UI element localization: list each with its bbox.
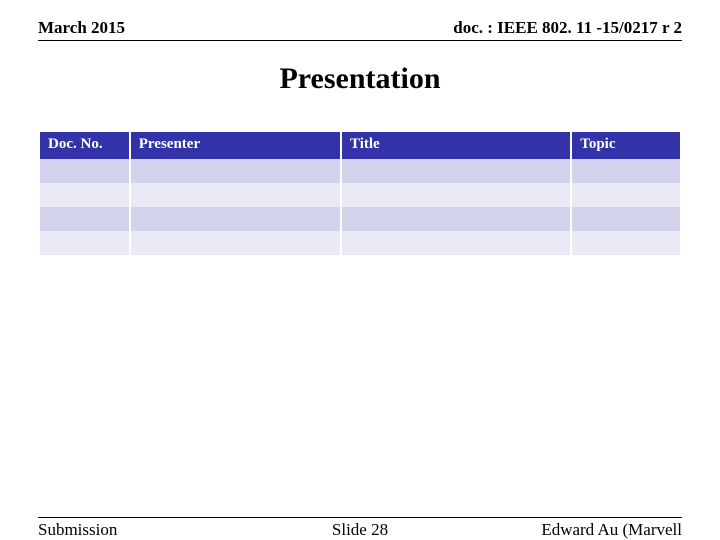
- table-cell: [342, 207, 570, 231]
- table-header-cell: Doc. No.: [40, 132, 129, 159]
- table-cell: [131, 159, 340, 183]
- header-doc-ref: doc. : IEEE 802. 11 -15/0217 r 2: [453, 18, 682, 38]
- table-row: [40, 159, 680, 183]
- table-row: [40, 207, 680, 231]
- table-cell: [131, 231, 340, 255]
- table-cell: [342, 231, 570, 255]
- footer-right: Edward Au (Marvell: [541, 520, 682, 540]
- table-cell: [342, 183, 570, 207]
- table-header-cell: Title: [342, 132, 570, 159]
- footer: Submission Slide 28 Edward Au (Marvell: [38, 517, 682, 540]
- table-header-cell: Topic: [572, 132, 680, 159]
- table-cell: [40, 231, 129, 255]
- table-row: [40, 231, 680, 255]
- page-title: Presentation: [0, 62, 720, 96]
- table-cell: [572, 159, 680, 183]
- table-cell: [342, 159, 570, 183]
- table-cell: [40, 207, 129, 231]
- presentation-table-wrap: Doc. No.PresenterTitleTopic: [38, 132, 682, 255]
- header: March 2015 doc. : IEEE 802. 11 -15/0217 …: [38, 18, 682, 41]
- table-cell: [572, 231, 680, 255]
- table-row: [40, 183, 680, 207]
- header-date: March 2015: [38, 18, 125, 38]
- footer-left: Submission: [38, 520, 117, 540]
- table-cell: [572, 183, 680, 207]
- table-header-cell: Presenter: [131, 132, 340, 159]
- table-cell: [40, 183, 129, 207]
- table-cell: [131, 183, 340, 207]
- table-cell: [40, 159, 129, 183]
- table-header-row: Doc. No.PresenterTitleTopic: [40, 132, 680, 159]
- table-cell: [131, 207, 340, 231]
- presentation-table: Doc. No.PresenterTitleTopic: [38, 132, 682, 255]
- table-cell: [572, 207, 680, 231]
